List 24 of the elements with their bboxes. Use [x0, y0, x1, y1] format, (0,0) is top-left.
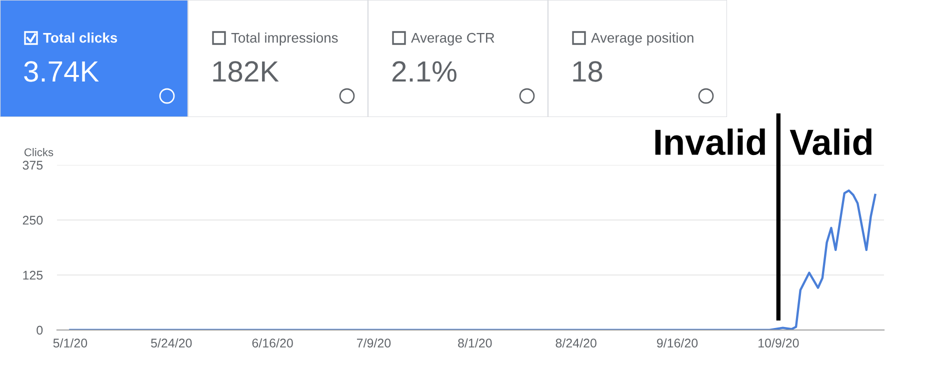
- text: Average CTR: [411, 32, 494, 46]
- y-tick-label: 375: [22, 160, 43, 170]
- x-tick-label: 7/9/20: [356, 338, 391, 348]
- text: 182K: [213, 61, 279, 82]
- x-tick-label: 8/24/20: [556, 338, 596, 348]
- x-tick-label: 5/24/20: [151, 338, 192, 348]
- text: 3.74K: [24, 61, 99, 82]
- text: Total impressions: [231, 32, 338, 46]
- x-tick-label: 5/1/20: [53, 338, 88, 348]
- y-tick-label: 125: [23, 270, 43, 280]
- y-tick-label: 250: [22, 216, 43, 225]
- text: Total clicks: [43, 32, 118, 43]
- x-tick-label: 10/9/20: [758, 338, 799, 348]
- text: Valid: [790, 128, 872, 156]
- text: 2.1%: [392, 61, 456, 82]
- line-series: [69, 189, 876, 330]
- x-tick-label: 9/16/20: [656, 338, 698, 348]
- y-axis-title: Clicks: [24, 148, 54, 156]
- x-tick-label: 6/16/20: [252, 338, 293, 348]
- text: Average position: [591, 32, 694, 46]
- text: 18: [573, 61, 602, 82]
- y-tick-label: 0: [36, 326, 43, 335]
- text: Invalid: [655, 128, 765, 156]
- x-tick-label: 8/1/20: [458, 338, 492, 348]
